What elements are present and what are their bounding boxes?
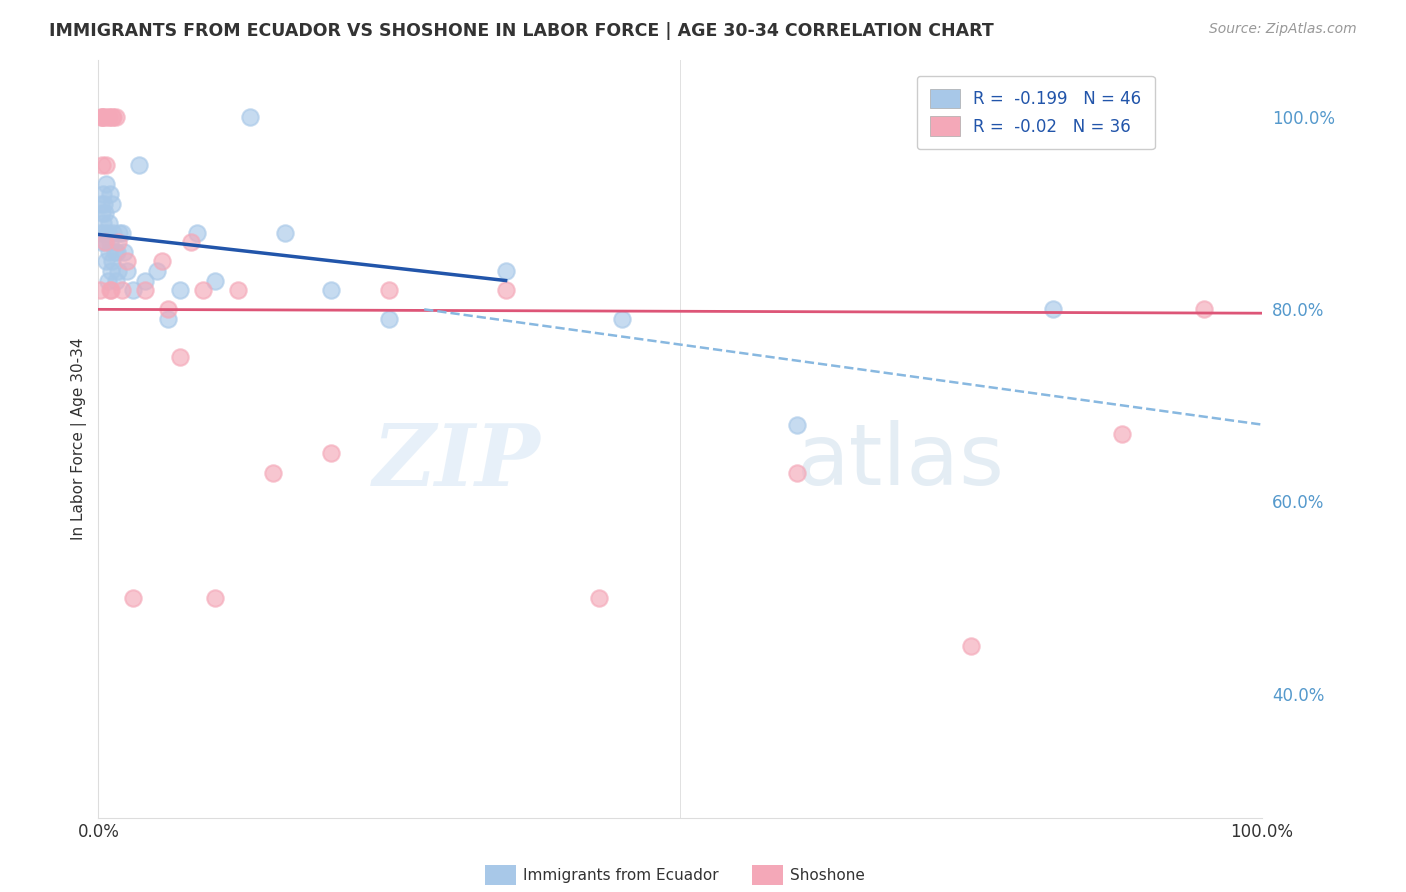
Point [101, 196, 124, 211]
Point [960, 639, 983, 653]
Text: IMMIGRANTS FROM ECUADOR VS SHOSHONE IN LABOR FORCE | AGE 30-34 CORRELATION CHART: IMMIGRANTS FROM ECUADOR VS SHOSHONE IN L… [49, 22, 994, 40]
Point [90, 110, 112, 124]
Point [180, 235, 202, 249]
Point [90, 235, 112, 249]
Point [101, 110, 124, 124]
Point [204, 591, 226, 605]
Point [112, 244, 135, 259]
Point [97, 110, 120, 124]
Point [97, 226, 120, 240]
Point [319, 446, 342, 460]
Point [97, 273, 120, 287]
Point [100, 264, 122, 278]
Point [204, 273, 226, 287]
Point [108, 226, 131, 240]
Point [378, 312, 401, 326]
Point [128, 158, 150, 172]
Point [1042, 302, 1064, 317]
Point [98, 235, 121, 249]
Point [186, 226, 208, 240]
Point [107, 235, 129, 249]
Point [94, 235, 117, 249]
Text: Source: ZipAtlas.com: Source: ZipAtlas.com [1209, 22, 1357, 37]
Point [104, 110, 127, 124]
Text: Immigrants from Ecuador: Immigrants from Ecuador [523, 869, 718, 883]
Point [169, 351, 191, 365]
Point [96, 178, 118, 192]
Point [157, 312, 180, 326]
Legend: R =  -0.199   N = 46, R =  -0.02   N = 36: R = -0.199 N = 46, R = -0.02 N = 36 [917, 76, 1154, 149]
Point [94, 206, 117, 220]
Point [111, 283, 134, 297]
Point [97, 244, 120, 259]
Point [96, 158, 118, 172]
Point [1192, 302, 1215, 317]
Point [226, 283, 249, 297]
Point [319, 283, 342, 297]
Point [122, 591, 145, 605]
Point [104, 273, 127, 287]
Point [122, 283, 145, 297]
Point [1111, 427, 1133, 442]
Point [111, 226, 134, 240]
Y-axis label: In Labor Force | Age 30-34: In Labor Force | Age 30-34 [72, 338, 87, 541]
Point [90, 206, 112, 220]
Point [105, 244, 128, 259]
Point [90, 158, 112, 172]
Point [588, 591, 610, 605]
Point [90, 110, 112, 124]
Point [97, 216, 120, 230]
Point [101, 254, 124, 268]
Point [610, 312, 633, 326]
Point [98, 283, 121, 297]
Point [157, 302, 180, 317]
Point [239, 110, 262, 124]
Point [93, 226, 115, 240]
Point [89, 226, 111, 240]
Point [93, 196, 115, 211]
Point [103, 226, 125, 240]
Point [91, 187, 114, 202]
Point [134, 273, 156, 287]
Point [107, 264, 129, 278]
Point [378, 283, 401, 297]
Point [134, 283, 156, 297]
Point [495, 264, 517, 278]
Point [93, 110, 115, 124]
Point [96, 254, 118, 268]
Text: atlas: atlas [797, 420, 1004, 503]
Point [117, 264, 139, 278]
Point [262, 466, 284, 480]
Point [117, 254, 139, 268]
Point [103, 110, 125, 124]
Point [90, 196, 112, 211]
Text: Shoshone: Shoshone [790, 869, 865, 883]
Point [100, 283, 122, 297]
Point [169, 283, 191, 297]
Point [91, 110, 114, 124]
Point [495, 283, 517, 297]
Point [91, 216, 114, 230]
Point [150, 254, 173, 268]
Text: ZIP: ZIP [373, 420, 540, 504]
Point [786, 417, 808, 432]
Point [97, 110, 120, 124]
Point [145, 264, 167, 278]
Point [104, 244, 127, 259]
Point [98, 187, 121, 202]
Point [191, 283, 214, 297]
Point [786, 466, 808, 480]
Point [273, 226, 295, 240]
Point [94, 235, 117, 249]
Point [89, 283, 111, 297]
